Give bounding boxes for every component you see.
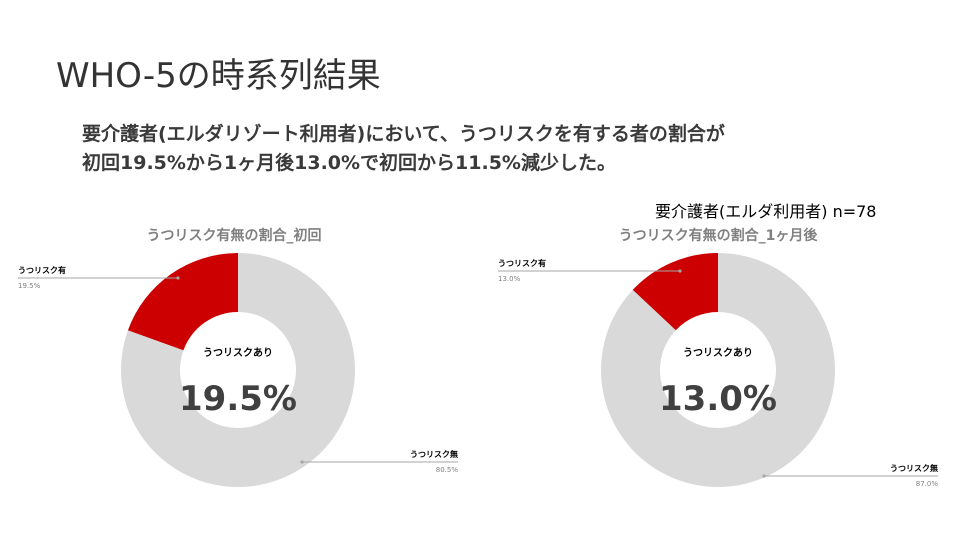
slice-no-risk xyxy=(601,253,836,488)
chart-title: うつリスク有無の割合_1ヶ月後 xyxy=(619,227,819,244)
slice-risk xyxy=(127,253,238,351)
summary-line-2: 初回19.5%から1ヶ月後13.0%で初回から11.5%減少した。 xyxy=(82,152,616,175)
sample-size-note: 要介護者(エルダ利用者) n=78 xyxy=(655,202,877,221)
chart-title: うつリスク有無の割合_初回 xyxy=(147,227,322,244)
center-label: うつリスクあり xyxy=(683,346,753,359)
leader-dot-no-risk xyxy=(300,460,304,464)
slice-value-no-risk: 80.5% xyxy=(436,466,459,474)
slice-value-risk: 13.0% xyxy=(498,275,521,283)
summary-text: 要介護者(エルダリゾート利用者)において、うつリスクを有する者の割合が 初回19… xyxy=(82,120,942,179)
leader-dot-risk xyxy=(678,269,682,273)
leader-dot-risk xyxy=(176,276,180,280)
slice-no-risk xyxy=(120,253,355,487)
slice-value-no-risk: 87.0% xyxy=(916,480,939,488)
center-value: 13.0% xyxy=(659,379,777,419)
slice-label-risk: うつリスク有 xyxy=(18,265,66,275)
slice-label-risk: うつリスク有 xyxy=(498,258,546,268)
slice-label-no-risk: うつリスク無 xyxy=(890,463,938,473)
center-label: うつリスクあり xyxy=(203,346,273,359)
slice-risk xyxy=(632,253,718,331)
slide-title: WHO-5の時系列結果 xyxy=(56,56,381,96)
slice-label-no-risk: うつリスク無 xyxy=(410,449,458,459)
leader-dot-no-risk xyxy=(762,474,766,478)
slice-value-risk: 19.5% xyxy=(18,282,41,290)
summary-line-1: 要介護者(エルダリゾート利用者)において、うつリスクを有する者の割合が xyxy=(82,123,725,145)
center-value: 19.5% xyxy=(179,379,297,419)
